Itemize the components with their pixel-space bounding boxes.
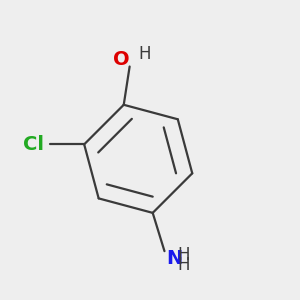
Text: Cl: Cl xyxy=(23,135,44,154)
Text: O: O xyxy=(113,50,130,69)
Text: N: N xyxy=(166,249,182,268)
Text: H: H xyxy=(177,246,190,264)
Text: H: H xyxy=(139,45,151,63)
Text: H: H xyxy=(177,256,190,274)
